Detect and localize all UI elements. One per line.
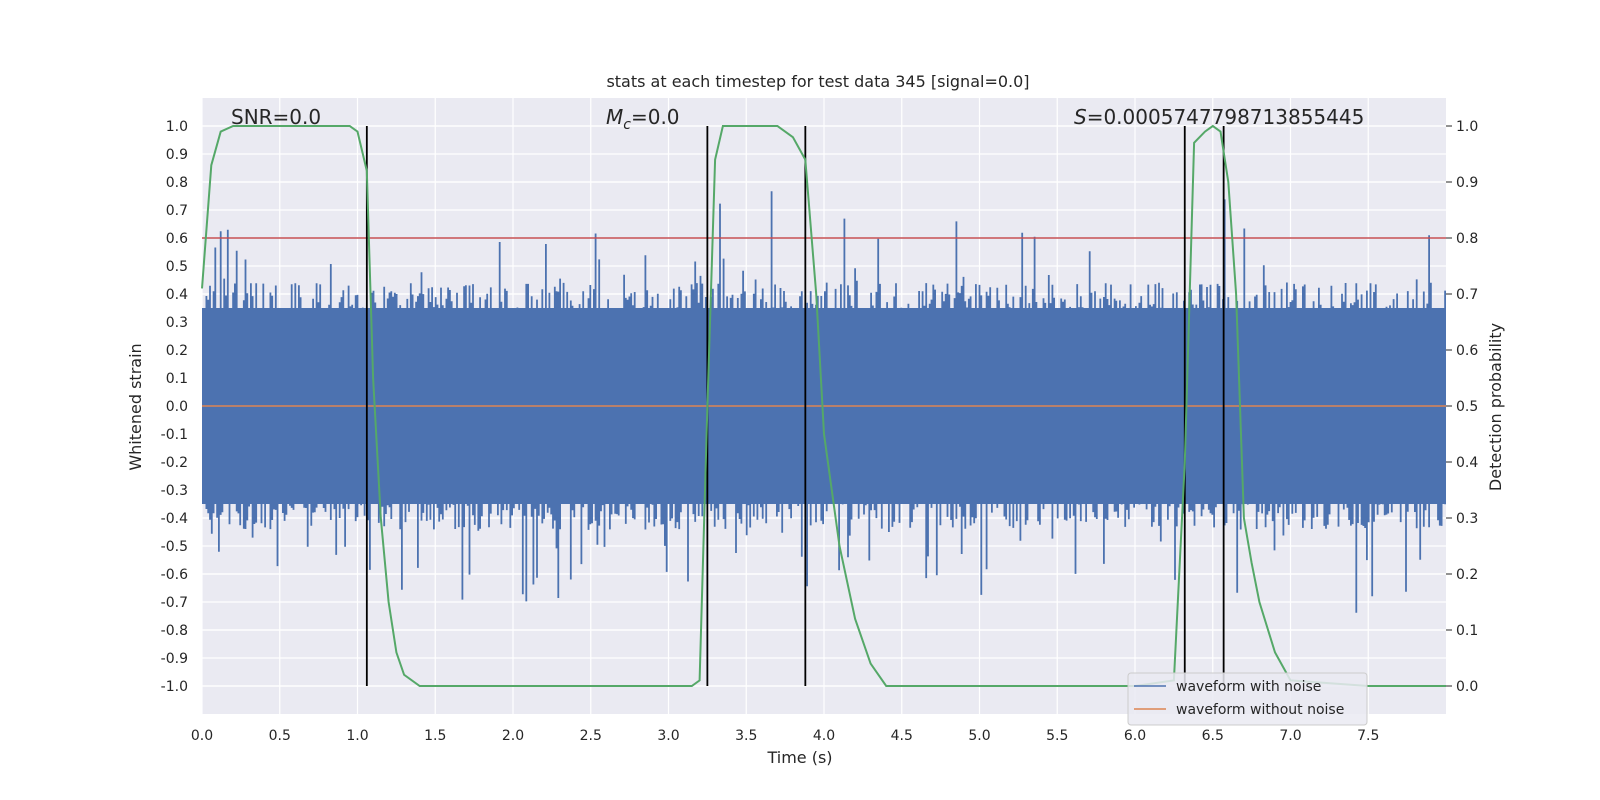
legend-box xyxy=(1127,672,1368,726)
y-tick-label: -0.5 xyxy=(161,539,188,555)
y-tick-label: 0.5 xyxy=(166,259,188,275)
legend: waveform with noise waveform without noi… xyxy=(1127,672,1368,726)
mc-value: =0.0 xyxy=(631,105,680,129)
y-axis-label: Whitened strain xyxy=(126,343,145,470)
y2-tick-label: 0.6 xyxy=(1456,343,1478,359)
probability-series xyxy=(201,124,1446,687)
y-tick-label: 0.9 xyxy=(166,147,188,163)
chirp-mass-annotation: Mc=0.0 xyxy=(606,105,680,133)
y2-tick-label: 0.8 xyxy=(1456,231,1478,247)
y-tick-label: 0.7 xyxy=(166,203,188,219)
x-tick-label: 3.0 xyxy=(657,728,679,744)
y-tick-label: -0.1 xyxy=(161,427,188,443)
lines xyxy=(202,237,1446,407)
ticks: 0.0 0.5 1.0 1.5 2.0 2.5 3.0 3.5 4.0 4.5 5.0 5.5 6.0 6… xyxy=(161,119,1479,744)
y2-tick-label: 0.4 xyxy=(1456,455,1478,471)
chart-title: stats at each timestep for test data 345… xyxy=(606,72,1029,91)
mc-subscript: c xyxy=(623,117,631,133)
x-tick-label: 2.5 xyxy=(580,728,602,744)
y-tick-label: 0.1 xyxy=(166,371,188,387)
y-tick-label: -0.2 xyxy=(161,455,188,471)
x-tick-label: 2.0 xyxy=(502,728,524,744)
x-tick-label: 5.5 xyxy=(1046,728,1068,744)
x-tick-label: 4.0 xyxy=(813,728,835,744)
x-tick-label: 3.5 xyxy=(735,728,757,744)
y-tick-label: 0.0 xyxy=(166,399,188,415)
legend-label-clean: waveform without noise xyxy=(1176,702,1344,718)
x-tick-label: 0.0 xyxy=(191,728,213,744)
mc-symbol: M xyxy=(606,105,623,129)
y-tick-label: -1.0 xyxy=(161,679,188,695)
x-axis-label: Time (s) xyxy=(766,748,832,767)
y-tick-label: -0.6 xyxy=(161,567,188,583)
x-tick-label: 7.5 xyxy=(1357,728,1379,744)
y-tick-label: -0.3 xyxy=(161,483,188,499)
x-tick-label: 7.0 xyxy=(1279,728,1301,744)
y-tick-label: -0.8 xyxy=(161,623,188,639)
y-tick-label: 0.8 xyxy=(166,175,188,191)
y-tick-label: 1.0 xyxy=(166,119,188,135)
legend-label-noise: waveform with noise xyxy=(1176,679,1321,695)
x-tick-label: 0.5 xyxy=(269,728,291,744)
y2-tick-label: 1.0 xyxy=(1456,119,1478,135)
y-tick-label: 0.2 xyxy=(166,343,188,359)
x-tick-label: 6.0 xyxy=(1124,728,1146,744)
x-tick-label: 4.5 xyxy=(891,728,913,744)
detection-probability-line xyxy=(201,124,1446,687)
y-tick-label: 0.6 xyxy=(166,231,188,247)
y-tick-label: -0.7 xyxy=(161,595,188,611)
y2-tick-label: 0.5 xyxy=(1456,399,1478,415)
y2-axis-label: Detection probability xyxy=(1486,323,1505,491)
y-tick-label: -0.4 xyxy=(161,511,188,527)
y2-tick-label: 0.2 xyxy=(1456,567,1478,583)
s-symbol: S xyxy=(1074,105,1087,129)
s-annotation: S=0.0005747798713855445 xyxy=(1074,105,1364,129)
y2-tick-label: 0.7 xyxy=(1456,287,1478,303)
y2-tick-label: 0.3 xyxy=(1456,511,1478,527)
s-value: =0.0005747798713855445 xyxy=(1087,105,1365,129)
y-tick-label: 0.4 xyxy=(166,287,188,303)
x-tick-label: 6.5 xyxy=(1202,728,1224,744)
y2-tick-label: 0.1 xyxy=(1456,623,1478,639)
snr-annotation: SNR=0.0 xyxy=(231,105,321,129)
x-tick-label: 1.0 xyxy=(346,728,368,744)
y2-tick-label: 0.9 xyxy=(1456,175,1478,191)
x-tick-label: 5.0 xyxy=(968,728,990,744)
y2-tick-label: 0.0 xyxy=(1456,679,1478,695)
y-tick-label: 0.3 xyxy=(166,315,188,331)
y-tick-label: -0.9 xyxy=(161,651,188,667)
x-tick-label: 1.5 xyxy=(424,728,446,744)
